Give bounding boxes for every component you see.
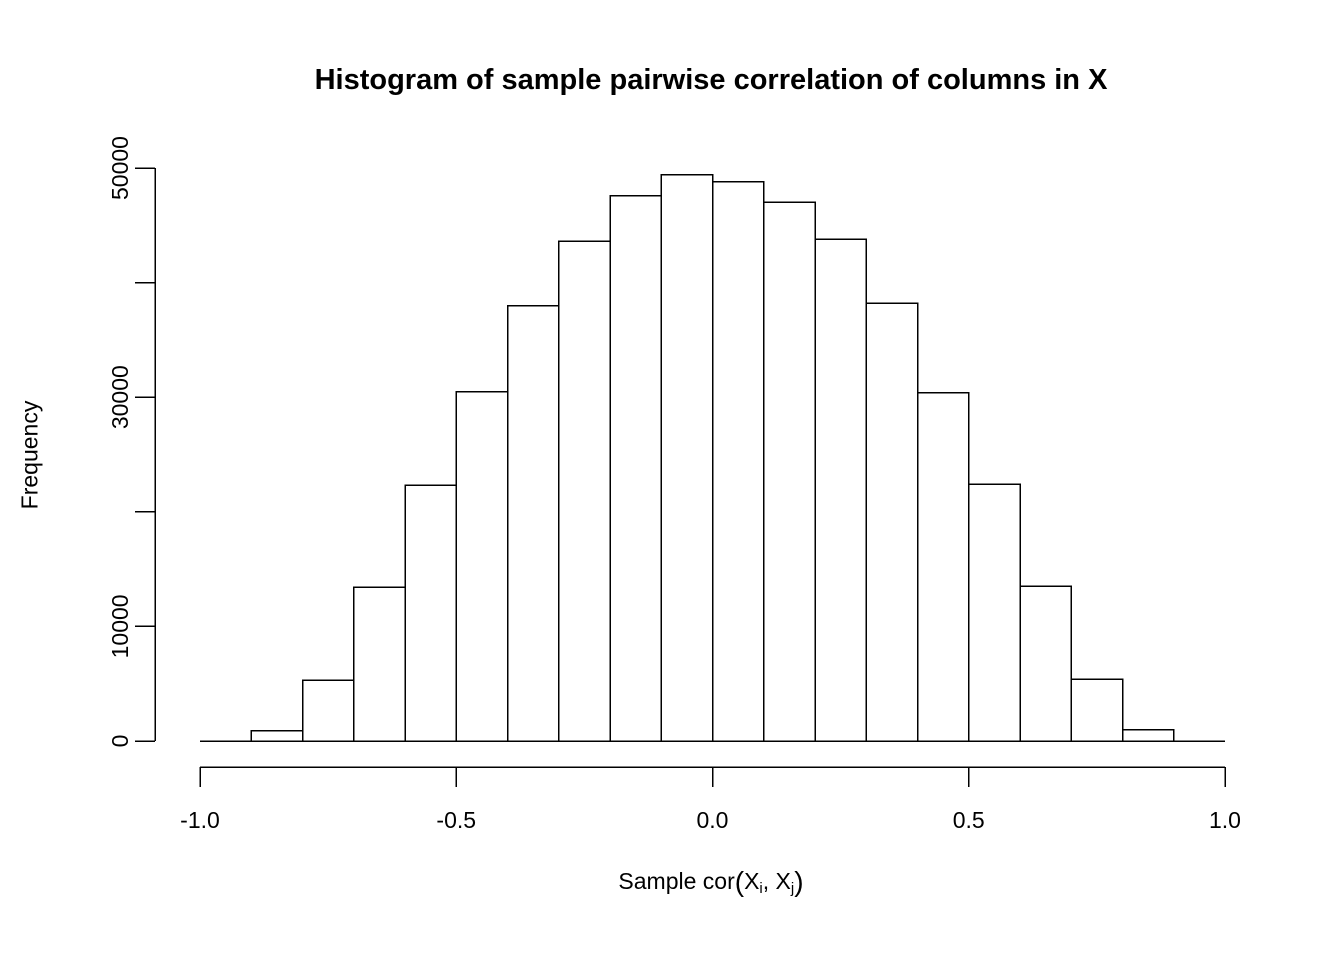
x-axis-title-lead: Sample cor [618,868,735,894]
x-axis-title: Sample cor(Xi, Xj) [618,866,803,898]
histogram-bar [506,304,560,742]
histogram-bar [558,240,611,742]
histogram-bar [1070,678,1124,742]
histogram-bar [301,679,355,742]
x-axis-title-x2: X [775,868,791,894]
x-axis-title-comma: , [762,868,776,894]
x-axis-title-sub-j: j [790,880,795,897]
histogram-bar [1019,585,1073,742]
histogram-bar [353,586,406,742]
y-tick-label: 10000 [107,594,133,658]
histogram-bar [1121,728,1175,742]
x-axis-title-sub-i: i [759,880,763,897]
x-axis-title-open-paren: ( [734,866,745,897]
histogram-bar [814,238,868,742]
histogram-bar [865,302,919,742]
histogram-bar [660,174,714,742]
y-tick-label: 30000 [107,365,133,429]
x-tick-label: -0.5 [436,807,476,833]
x-axis-title-x1: X [744,868,760,894]
histogram-bar [711,181,765,742]
histogram-bar [968,483,1021,742]
histogram-bar [916,391,970,742]
histogram-bar [455,390,509,742]
histogram-bar [404,484,458,742]
y-tick-label: 0 [107,735,133,748]
x-tick-label: -1.0 [180,807,220,833]
x-tick-label: 1.0 [1209,807,1241,833]
y-tick-label: 50000 [107,136,133,200]
histogram-bar [250,729,304,742]
x-tick-label: 0.0 [697,807,729,833]
x-tick-label: 0.5 [953,807,985,833]
histogram-bar [763,201,816,742]
x-axis-title-close-paren: ) [794,866,804,897]
histogram-bar [609,194,663,742]
chart-title: Histogram of sample pairwise correlation… [314,64,1108,96]
